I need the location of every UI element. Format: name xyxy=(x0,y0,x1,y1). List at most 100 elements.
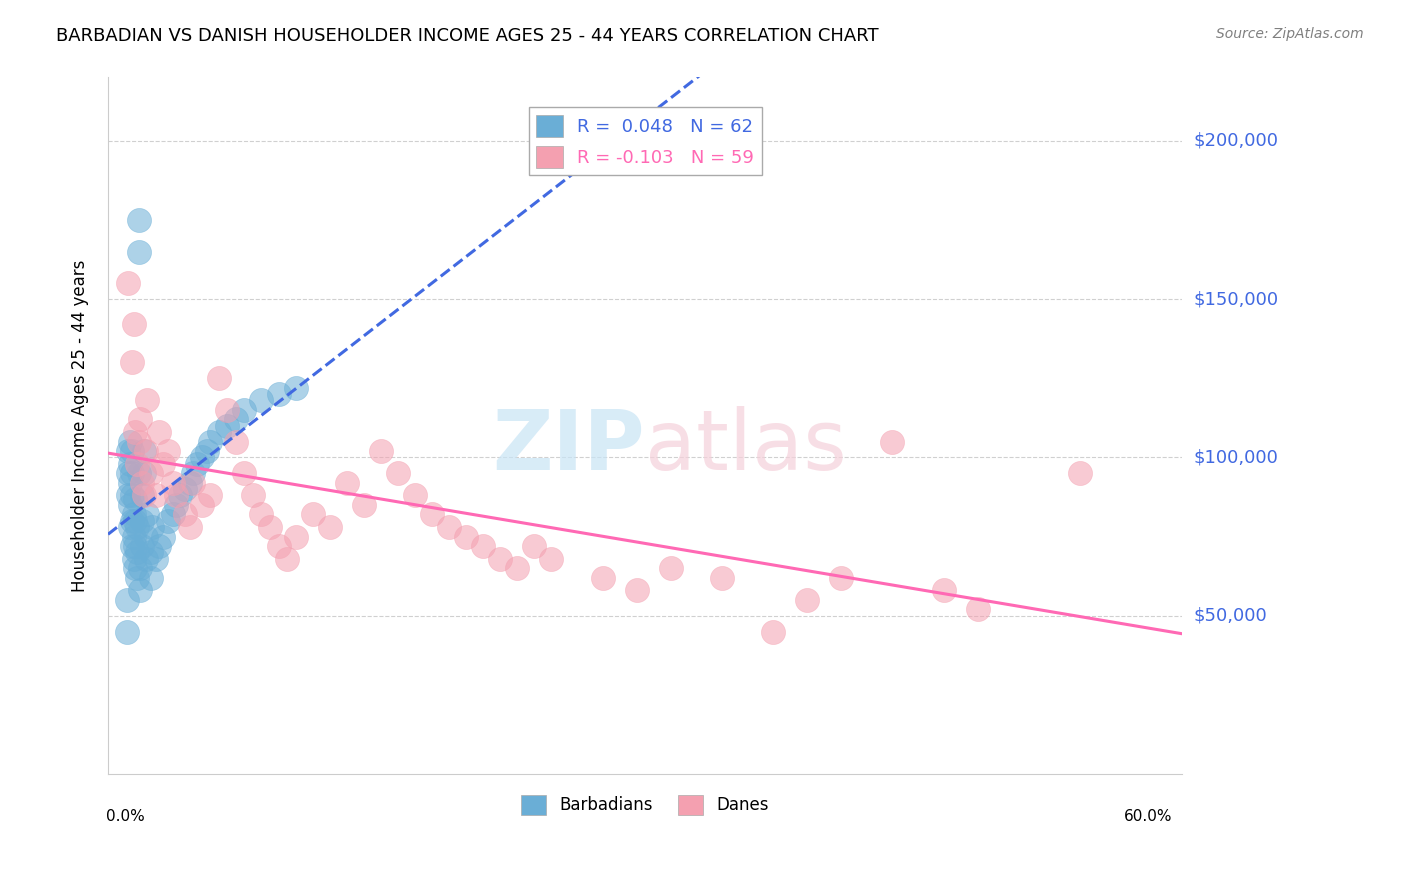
Text: ZIP: ZIP xyxy=(492,406,645,487)
Point xyxy=(120,434,142,449)
Point xyxy=(882,434,904,449)
Point xyxy=(121,444,143,458)
Point xyxy=(830,571,852,585)
Point xyxy=(208,425,231,439)
Point xyxy=(117,488,139,502)
Text: $200,000: $200,000 xyxy=(1194,132,1278,150)
Point xyxy=(148,425,170,439)
Point xyxy=(173,482,195,496)
Point xyxy=(152,530,174,544)
Point xyxy=(125,545,148,559)
Point xyxy=(225,434,247,449)
Point xyxy=(173,508,195,522)
Point xyxy=(131,539,153,553)
Point xyxy=(301,508,323,522)
Point xyxy=(217,403,239,417)
Point xyxy=(540,551,562,566)
Point xyxy=(131,514,153,528)
Point xyxy=(267,387,290,401)
Point xyxy=(420,508,443,522)
Point xyxy=(132,444,155,458)
Point xyxy=(117,277,139,291)
Point xyxy=(169,488,191,502)
Point xyxy=(131,475,153,490)
Point xyxy=(128,213,150,227)
Point xyxy=(152,457,174,471)
Point xyxy=(122,530,145,544)
Point xyxy=(233,403,256,417)
Point xyxy=(200,488,222,502)
Point xyxy=(454,530,477,544)
Point xyxy=(932,583,955,598)
Text: 60.0%: 60.0% xyxy=(1123,809,1173,824)
Point xyxy=(141,520,163,534)
Point xyxy=(132,488,155,502)
Point xyxy=(115,593,138,607)
Point xyxy=(165,498,187,512)
Point xyxy=(136,508,159,522)
Point xyxy=(191,450,214,465)
Point xyxy=(125,520,148,534)
Point xyxy=(145,488,167,502)
Point xyxy=(148,539,170,553)
Point xyxy=(124,514,146,528)
Point xyxy=(122,551,145,566)
Point xyxy=(179,475,201,490)
Point xyxy=(284,530,307,544)
Point xyxy=(659,561,682,575)
Point xyxy=(115,624,138,639)
Point xyxy=(179,520,201,534)
Point xyxy=(128,467,150,481)
Point xyxy=(134,530,156,544)
Point xyxy=(121,539,143,553)
Point xyxy=(145,551,167,566)
Text: BARBADIAN VS DANISH HOUSEHOLDER INCOME AGES 25 - 44 YEARS CORRELATION CHART: BARBADIAN VS DANISH HOUSEHOLDER INCOME A… xyxy=(56,27,879,45)
Point xyxy=(122,508,145,522)
Point xyxy=(120,457,142,471)
Point xyxy=(217,418,239,433)
Point xyxy=(129,412,152,426)
Point xyxy=(131,488,153,502)
Point xyxy=(162,508,184,522)
Point xyxy=(523,539,546,553)
Point xyxy=(120,475,142,490)
Point xyxy=(121,488,143,502)
Point xyxy=(139,545,162,559)
Point xyxy=(129,583,152,598)
Point xyxy=(134,551,156,566)
Point xyxy=(165,488,187,502)
Point xyxy=(710,571,733,585)
Point xyxy=(1069,467,1091,481)
Point xyxy=(200,434,222,449)
Point xyxy=(122,318,145,332)
Point xyxy=(134,444,156,458)
Point xyxy=(626,583,648,598)
Point xyxy=(284,381,307,395)
Point xyxy=(181,467,204,481)
Text: $150,000: $150,000 xyxy=(1194,290,1278,308)
Text: Source: ZipAtlas.com: Source: ZipAtlas.com xyxy=(1216,27,1364,41)
Legend: Barbadians, Danes: Barbadians, Danes xyxy=(515,788,776,822)
Point xyxy=(250,508,273,522)
Point xyxy=(124,425,146,439)
Point xyxy=(592,571,614,585)
Point xyxy=(128,244,150,259)
Point xyxy=(136,393,159,408)
Point xyxy=(233,467,256,481)
Point xyxy=(162,475,184,490)
Point xyxy=(121,467,143,481)
Point xyxy=(124,561,146,575)
Point xyxy=(195,444,218,458)
Point xyxy=(121,514,143,528)
Point xyxy=(796,593,818,607)
Point xyxy=(117,467,139,481)
Point xyxy=(117,444,139,458)
Point xyxy=(125,457,148,471)
Point xyxy=(318,520,340,534)
Point xyxy=(120,520,142,534)
Point xyxy=(762,624,785,639)
Point xyxy=(208,371,231,385)
Point xyxy=(120,498,142,512)
Point xyxy=(139,467,162,481)
Text: $50,000: $50,000 xyxy=(1194,607,1267,624)
